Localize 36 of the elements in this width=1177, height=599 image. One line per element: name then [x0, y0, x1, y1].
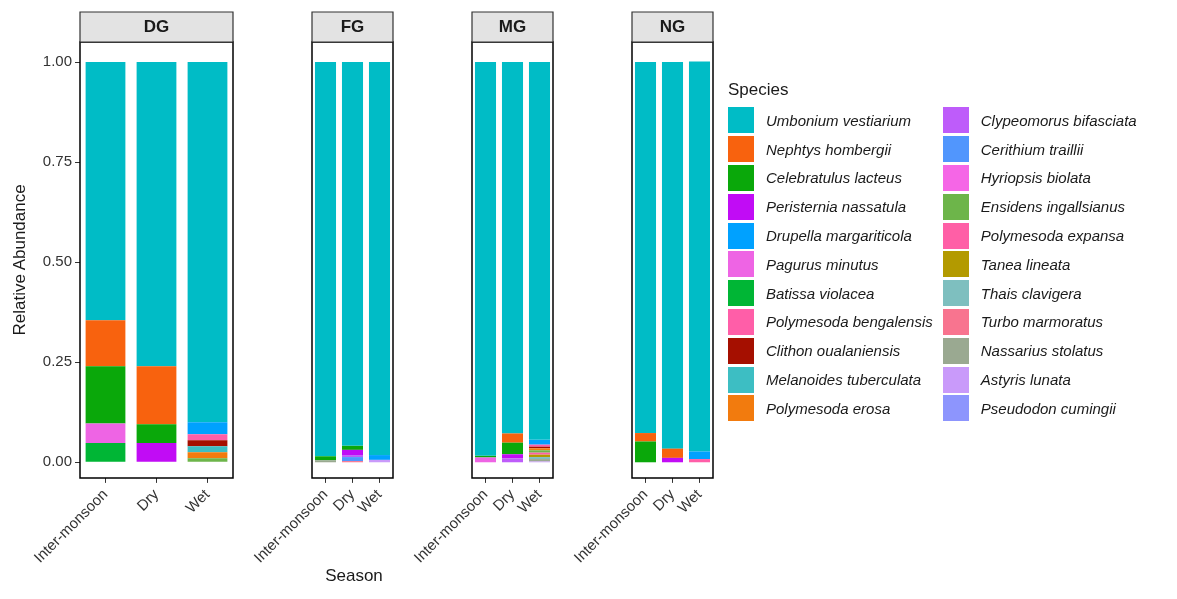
legend-label: Hyriopsis biolata — [980, 169, 1091, 187]
legend-label: Polymesoda bengalensis — [766, 313, 933, 331]
y-tick-label: 0.75 — [42, 152, 72, 170]
y-axis-title: Relative Abundance — [9, 184, 29, 336]
legend-label: Drupella margariticola — [766, 227, 912, 245]
legend-label: Clypeomorus bifasciata — [980, 111, 1137, 129]
legend-label: Pseudodon cumingii — [980, 399, 1116, 417]
legend-label: Turbo marmoratus — [980, 313, 1104, 331]
legend-label: Thais clavigera — [980, 284, 1082, 302]
legend-label: Celebratulus lacteus — [766, 169, 902, 187]
legend-label: Tanea lineata — [980, 255, 1071, 273]
legend-label: Nephtys hombergii — [766, 140, 892, 158]
legend-label: Batissa violacea — [766, 284, 875, 302]
chart-title: MG — [498, 16, 527, 36]
legend-label: Nassarius stolatus — [980, 342, 1104, 360]
x-tick-label: Dry — [133, 484, 162, 514]
y-tick-label: 0.50 — [42, 252, 72, 270]
legend-label: Astyris lunata — [980, 371, 1071, 389]
legend-label: Umbonium vestiarium — [766, 111, 912, 129]
chart-title: FG — [340, 16, 365, 36]
x-axis-title: Season — [324, 566, 384, 586]
legend-label: Melanoides tuberculata — [766, 371, 922, 389]
y-tick-label: 1.00 — [42, 52, 72, 70]
legend-label: Clithon oualaniensis — [766, 342, 901, 360]
legend-label: Cerithium traillii — [980, 140, 1084, 158]
legend-title: Species — [728, 80, 790, 100]
y-tick-label: 0.00 — [42, 452, 72, 470]
x-tick-label: Wet — [181, 484, 214, 516]
legend-label: Polymesoda erosa — [766, 399, 891, 417]
y-tick-label: 0.25 — [42, 352, 72, 370]
chart-title: DG — [143, 16, 170, 36]
legend-label: Peristernia nassatula — [766, 198, 907, 216]
legend-label: Pagurus minutus — [766, 255, 879, 273]
chart-title: NG — [659, 16, 686, 36]
legend-label: Polymesoda expansa — [980, 227, 1125, 245]
legend-label: Ensidens ingallsianus — [980, 198, 1126, 216]
